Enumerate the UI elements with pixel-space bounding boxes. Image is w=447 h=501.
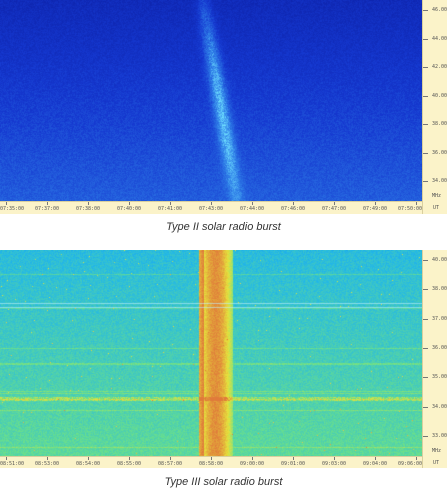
x-tick-mark bbox=[252, 202, 253, 205]
x-tick-mark bbox=[211, 202, 212, 205]
x-tick-mark bbox=[6, 457, 7, 460]
x-tick-label: 07:43:00 bbox=[198, 206, 224, 212]
y-tick-label: 34.00 bbox=[432, 178, 447, 184]
y-tick-label: 40.00 bbox=[432, 92, 447, 99]
x-tick-mark bbox=[47, 202, 48, 205]
y-unit-label: MHz bbox=[432, 193, 442, 199]
frequency-axis-type-iii: 40.00 38.00 37.00 36.00 35.00 34.00 33.00 MHz UT bbox=[422, 250, 447, 468]
x-tick-mark bbox=[170, 457, 171, 460]
y-tick-mark bbox=[423, 318, 428, 320]
spectrogram-type-ii bbox=[0, 0, 422, 201]
x-tick-label: 07:40:00 bbox=[116, 206, 142, 212]
y-tick-mark bbox=[423, 377, 428, 379]
x-tick-label: 07:41:00 bbox=[157, 206, 183, 212]
y-tick-mark bbox=[423, 260, 428, 261]
x-tick-mark bbox=[375, 202, 376, 205]
y-tick-mark bbox=[423, 289, 428, 291]
x-tick-mark bbox=[170, 202, 171, 205]
x-unit-label: UT bbox=[433, 460, 440, 466]
x-tick-mark bbox=[211, 457, 212, 460]
x-tick-label: 07:47:00 bbox=[321, 206, 347, 212]
x-tick-label: 09:06:00 bbox=[397, 461, 423, 467]
x-tick-mark bbox=[293, 202, 294, 205]
x-tick-mark bbox=[334, 457, 335, 460]
time-axis-type-ii: 07:35:00 07:37:00 07:38:00 07:40:00 07:41:00… bbox=[0, 201, 422, 214]
x-tick-mark bbox=[416, 457, 417, 460]
y-tick-mark bbox=[423, 10, 428, 11]
x-tick-label: 08:58:00 bbox=[198, 461, 224, 467]
time-axis-type-iii: 08:51:00 08:53:00 08:54:00 08:55:00 08:57:00… bbox=[0, 456, 422, 468]
y-tick-mark bbox=[423, 348, 428, 349]
x-tick-mark bbox=[416, 202, 417, 205]
x-tick-mark bbox=[88, 457, 89, 460]
spectrogram-panel-type-iii: 40.00 38.00 37.00 36.00 35.00 34.00 33.00 MHz UT… bbox=[0, 250, 447, 468]
x-tick-label: 08:57:00 bbox=[157, 461, 183, 467]
x-tick-label: 08:54:00 bbox=[75, 461, 101, 467]
caption-type-ii: Type II solar radio burst bbox=[166, 221, 281, 233]
x-tick-label: 08:55:00 bbox=[116, 461, 142, 467]
y-tick-label: 36.00 bbox=[432, 149, 447, 156]
x-tick-mark bbox=[129, 457, 130, 460]
x-tick-label: 07:37:00 bbox=[34, 206, 60, 212]
y-tick-label: 38.00 bbox=[432, 121, 447, 127]
x-tick-mark bbox=[375, 457, 376, 460]
x-tick-mark bbox=[334, 202, 335, 205]
x-tick-label: 09:03:00 bbox=[321, 461, 347, 467]
y-tick-label: 42.00 bbox=[432, 64, 447, 70]
y-tick-label: 38.00 bbox=[432, 286, 447, 293]
spectrogram-type-iii bbox=[0, 250, 422, 456]
y-tick-label: 33.00 bbox=[432, 433, 447, 439]
y-tick-label: 36.00 bbox=[432, 345, 447, 351]
y-tick-mark bbox=[423, 406, 428, 408]
y-tick-label: 34.00 bbox=[432, 403, 447, 410]
x-tick-mark bbox=[88, 202, 89, 205]
y-tick-mark bbox=[423, 152, 428, 154]
y-tick-mark bbox=[423, 95, 428, 97]
y-tick-label: 46.00 bbox=[432, 7, 447, 13]
y-tick-mark bbox=[423, 181, 428, 182]
y-tick-mark bbox=[423, 67, 428, 68]
y-tick-mark bbox=[423, 38, 428, 40]
x-tick-label: 07:50:00 bbox=[397, 206, 423, 212]
x-tick-label: 09:01:00 bbox=[280, 461, 306, 467]
y-tick-label: 35.00 bbox=[432, 374, 447, 381]
y-tick-label: 44.00 bbox=[432, 35, 447, 42]
x-tick-mark bbox=[47, 457, 48, 460]
x-tick-label: 07:46:00 bbox=[280, 206, 306, 212]
x-tick-label: 07:49:00 bbox=[362, 206, 388, 212]
x-tick-mark bbox=[6, 202, 7, 205]
x-tick-label: 07:44:00 bbox=[239, 206, 265, 212]
y-tick-mark bbox=[423, 436, 428, 437]
x-tick-label: 07:35:00 bbox=[0, 206, 25, 212]
x-tick-mark bbox=[129, 202, 130, 205]
x-tick-label: 07:38:00 bbox=[75, 206, 101, 212]
x-tick-mark bbox=[293, 457, 294, 460]
x-tick-label: 09:00:00 bbox=[239, 461, 265, 467]
x-tick-label: 08:53:00 bbox=[34, 461, 60, 467]
y-tick-mark bbox=[423, 124, 428, 125]
x-unit-label: UT bbox=[433, 205, 440, 211]
frequency-axis-type-ii: 46.00 44.00 42.00 40.00 38.00 36.00 34.00 MHz UT bbox=[422, 0, 447, 214]
caption-type-iii: Type III solar radio burst bbox=[164, 476, 283, 488]
x-tick-mark bbox=[252, 457, 253, 460]
x-tick-label: 08:51:00 bbox=[0, 461, 25, 467]
y-unit-label: MHz bbox=[432, 448, 442, 454]
y-tick-label: 40.00 bbox=[432, 257, 447, 263]
spectrogram-panel-type-ii: 46.00 44.00 42.00 40.00 38.00 36.00 34.00 MHz UT… bbox=[0, 0, 447, 214]
x-tick-label: 09:04:00 bbox=[362, 461, 388, 467]
y-tick-label: 37.00 bbox=[432, 315, 447, 322]
